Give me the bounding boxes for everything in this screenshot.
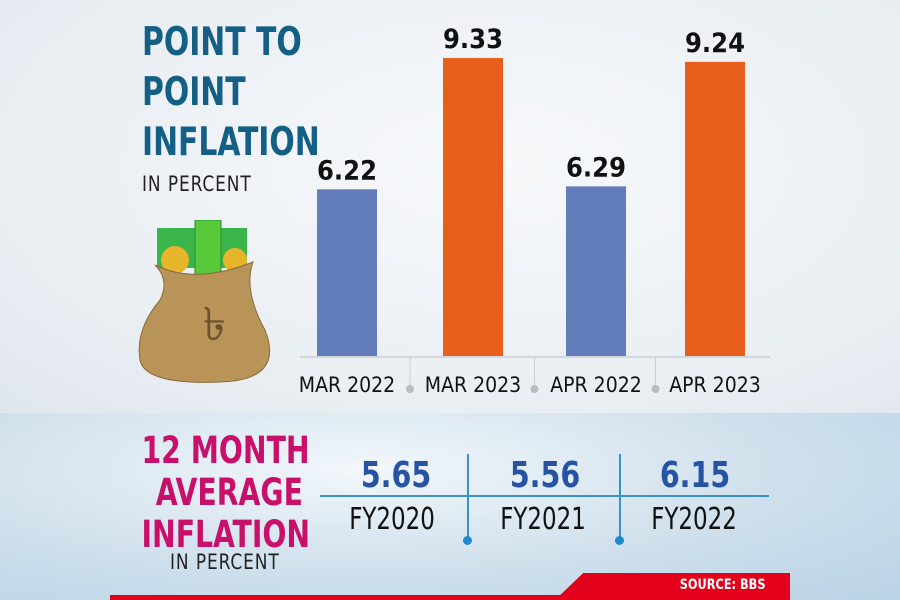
chart-title: POINT TO POINT INFLATION: [142, 20, 320, 165]
money-bag-taka-icon: ৳: [138, 220, 271, 383]
avg-value-fy2021: 5.56: [509, 455, 581, 496]
tick-dot: [406, 385, 414, 393]
source-tab: [555, 573, 790, 600]
avg-value-fy2020: 5.65: [360, 455, 432, 496]
tick-dot: [651, 385, 660, 393]
average-title: 12 MONTH AVERAGE INFLATION: [141, 429, 311, 556]
data-label: 9.33: [443, 24, 503, 55]
tick-dot: [530, 385, 539, 393]
bar: [317, 189, 377, 356]
avg-label-fy2022: FY2022: [651, 502, 737, 537]
source-label: SOURCE: BBS: [679, 577, 766, 593]
bar: [443, 58, 503, 357]
x-tick-label: MAR 2022: [299, 373, 395, 397]
column-divider: [619, 454, 621, 538]
data-label: 9.24: [685, 28, 745, 59]
table-divider: [320, 495, 769, 497]
avg-label-fy2021: FY2021: [500, 502, 586, 537]
chart-subtitle: IN PERCENT: [142, 172, 252, 196]
data-label: 6.29: [566, 152, 626, 183]
average-inflation-panel: [0, 413, 900, 600]
average-subtitle: IN PERCENT: [170, 550, 280, 574]
divider-dot: [463, 536, 472, 545]
column-divider: [467, 454, 469, 538]
avg-label-fy2020: FY2020: [349, 502, 435, 537]
svg-text:৳: ৳: [203, 297, 226, 351]
source-bar: [110, 595, 790, 600]
avg-value-fy2022: 6.15: [659, 455, 731, 496]
bar: [685, 61, 745, 357]
x-tick-label: MAR 2023: [425, 373, 521, 397]
x-tick-label: APR 2023: [669, 373, 761, 397]
bar: [566, 186, 626, 356]
divider-dot: [615, 536, 624, 545]
bar-chart: 6.22 MAR 2022 9.33 MAR 2023 6.29 APR 2022 9.24…: [299, 24, 770, 397]
x-tick-label: APR 2022: [550, 373, 642, 397]
data-label: 6.22: [317, 155, 377, 186]
